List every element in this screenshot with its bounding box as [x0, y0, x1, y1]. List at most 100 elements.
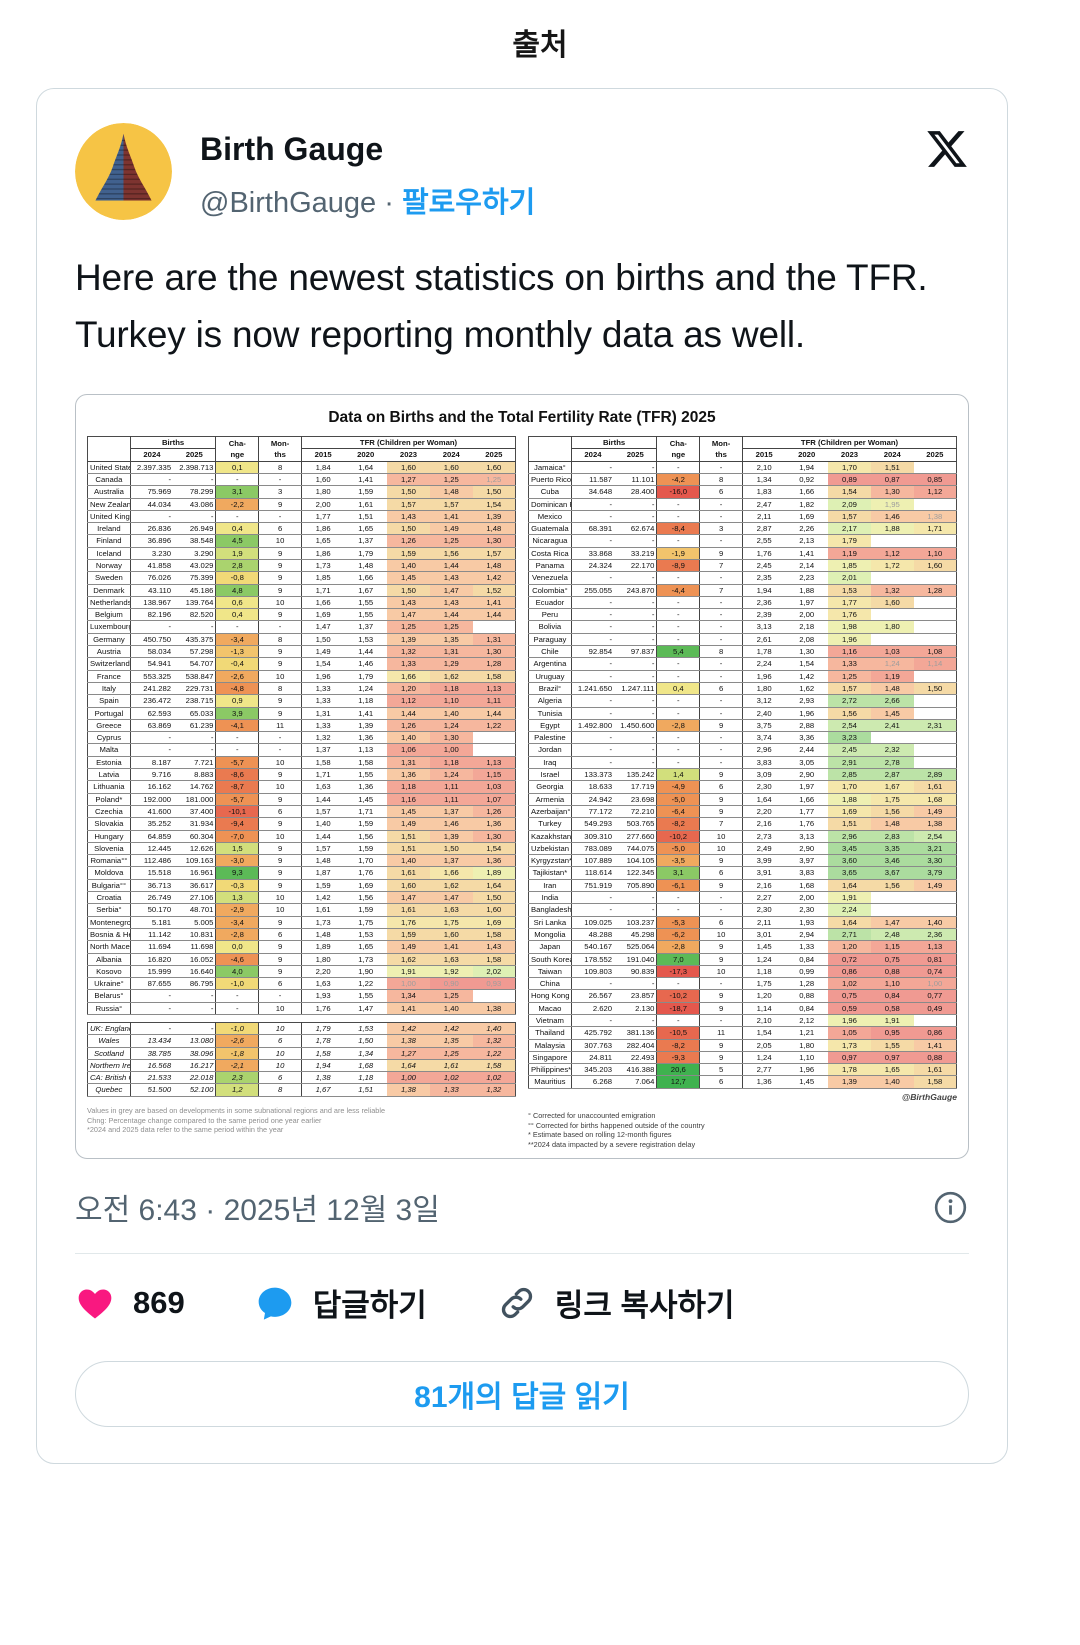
table-row: Armenia 24.942 23.698 -5,0 9 1,64 1,66 1,88 1,75…: [528, 793, 957, 806]
table-row: Germany 450.750 435.375 -3,4 8 1,50 1,53 1,39 1,…: [87, 633, 516, 647]
table-row: Australia 75.969 78.299 3,1 3 1,80 1,59 1,50 1,4…: [87, 485, 516, 499]
table-row: Bulgaria°° 36.713 36.617 -0,3 9 1,59 1,69 1,60 1…: [87, 879, 516, 893]
table-row: Poland* 192.000 181.000 -5,7 9 1,44 1,45 1,16 1,…: [87, 793, 516, 806]
table-title: Data on Births and the Total Fertility R…: [328, 409, 716, 427]
table-row: Israel 133.373 135.242 1,4 9 3,09 2,90 2,85 2,87…: [528, 768, 957, 782]
population-pyramid-logo: [75, 123, 172, 220]
table-row: Latvia 9.716 8.883 -8,6 9 1,71 1,55 1,36 1,24 1,1…: [87, 768, 516, 782]
table-row: South Korea 178.552 191.040 7,0 9 1,24 0,84 0,7…: [528, 953, 957, 966]
table-left-main: Births Cha-nge Mon-ths TFR (Children per Wo…: [87, 436, 516, 1015]
reply-button[interactable]: 답글하기: [255, 1280, 427, 1325]
follow-button[interactable]: 팔로우하기: [401, 186, 536, 219]
table-row: Sri Lanka 109.025 103.237 -5,3 6 2,11 1,93 1,64…: [528, 916, 957, 929]
table-row: Slovenia 12.445 12.626 1,5 9 1,57 1,59 1,51 1,50…: [87, 842, 516, 856]
table-row: Luxembourg - - - -1,47 1,37 1,25 1,25: [87, 620, 516, 634]
reply-label: 답글하기: [312, 1288, 427, 1324]
table-row: Scotland 38.785 38.096 -1,8 10 1,58 1,34 1,27 1,…: [87, 1047, 516, 1060]
table-row: Taiwan 109.803 90.839 -17,3 10 1,18 0,99 0,86 0,…: [528, 965, 957, 979]
engagement-row: 869 답글하기 링크 복사하기: [75, 1280, 969, 1325]
table-row: Peru - - - -2,39 2,00 1,76: [528, 608, 957, 622]
table-row: Japan 540.167 525.064 -2,8 9 1,45 1,33 1,20 1,15…: [528, 940, 957, 954]
table-row: Brazil° 1.241.650 1.247.111 0,4 6 1,80 1,62 1,5…: [528, 682, 957, 696]
dot-separator: ·: [384, 186, 394, 219]
table-row: Malta - - - -1,37 1,13 1,06 1,00: [87, 743, 516, 757]
table-row: Algeria - - - -3,12 2,93 2,72 2,66: [528, 694, 957, 708]
left-table-column: Births Cha-nge Mon-ths TFR (Children per Wo…: [87, 436, 516, 1150]
table-row: Paraguay - - - -2,61 2,08 1,96: [528, 633, 957, 647]
table-row: Tajikistan* 118.614 122.345 3,1 6 3,91 3,83 3,6…: [528, 866, 957, 880]
timestamp[interactable]: 오전 6:43 · 2025년 12월 3일: [75, 1194, 440, 1228]
like-button[interactable]: 869: [75, 1283, 185, 1323]
table-row: Finland 36.896 38.548 4,5 10 1,65 1,37 1,26 1,25…: [87, 534, 516, 548]
tweet-card: Birth Gauge @BirthGauge · 팔로우하기 Here are…: [36, 88, 1008, 1465]
copy-link-label: 링크 복사하기: [554, 1288, 735, 1324]
table-row: France 553.325 538.847 -2,6 10 1,96 1,79 1,66 1,…: [87, 670, 516, 683]
table-row: Greece 63.869 61.239 -4,1 11 1,33 1,39 1,26 1,24…: [87, 719, 516, 733]
embedded-table-image[interactable]: Data on Births and the Total Fertility R…: [75, 394, 969, 1160]
table-row: Bangladesh - - - -2,30 2,30 2,24: [528, 903, 957, 917]
divider: [75, 1253, 969, 1255]
footnote-line: ° Corrected for unaccounted emigration: [528, 1110, 656, 1120]
author-name[interactable]: Birth Gauge: [200, 131, 384, 167]
footnote-line: Values in grey are based on developments…: [87, 1105, 386, 1115]
table-row: Colombia° 255.055 243.870 -4,4 7 1,94 1,88 1,53…: [528, 584, 957, 597]
table-header-years: 2024 2025 2015 2020 2023 2024 2025: [529, 448, 957, 462]
heart-icon: [78, 1289, 112, 1319]
table-row: Russia° - - -10 1,76 1,47 1,41 1,40 1,38: [87, 1002, 516, 1015]
table-row: Northern Ireland16.56816.217-2,1101,941,…: [87, 1059, 516, 1073]
table-row: Kosovo 15.999 16.640 4,0 9 2,20 1,90 1,91 1,92 2,…: [87, 965, 516, 979]
table-row: Argentina - - - -2,24 1,54 1,33 1,24 1,14: [528, 657, 957, 671]
table-row: Iraq - - - -3,83 3,05 2,91 2,78: [528, 756, 957, 770]
table-row: Quebec 51.500 52.100 1,2 8 1,67 1,51 1,38 1,33 1,…: [87, 1083, 516, 1097]
table-row: Tunisia - - - -2,40 1,96 1,56 1,45: [528, 707, 957, 720]
author-block: Birth Gauge @BirthGauge · 팔로우하기: [200, 123, 925, 221]
table-row: Mexico - - - -2,11 1,69 1,57 1,46 1,38: [528, 510, 957, 524]
table-row: Romania°° 112.486 109.163 -3,0 9 1,48 1,70 1,40…: [87, 854, 516, 868]
table-right-main: Births Cha-nge Mon-ths TFR (Children per Wo…: [528, 436, 957, 1089]
avatar[interactable]: [75, 123, 172, 220]
table-left-subnational: UK: England°---1,0101,791,531,421,421,40…: [87, 1021, 516, 1097]
footnote-line: °° Corrected for births happened outside…: [528, 1120, 705, 1130]
table-row: Hong Kong 26.567 23.857 -10,2 9 1,20 0,88 0,75 0…: [528, 989, 957, 1003]
table-row: United States2.397.3352.398.7130,181,841…: [87, 461, 516, 474]
right-table-column: Births Cha-nge Mon-ths TFR (Children per Wo…: [528, 436, 957, 1150]
table-row: Denmark 43.110 45.186 4,8 9 1,71 1,67 1,50 1,47 1…: [87, 584, 516, 597]
table-row: Cuba 34.648 28.400 -16,0 6 1,83 1,66 1,54 1,30 1,…: [528, 485, 957, 499]
author-handle[interactable]: @BirthGauge: [200, 186, 377, 219]
table-row: Kyrgyzstan* 107.889 104.105 -3,5 9 3,99 3,97 3,…: [528, 854, 957, 868]
like-count: 869: [133, 1284, 185, 1320]
read-replies-button[interactable]: 81개의 답글 읽기: [75, 1361, 969, 1428]
table-row: Sweden 76.026 75.399 -0,8 9 1,85 1,66 1,45 1,43 1…: [87, 571, 516, 585]
tweet-text: Here are the newest statistics on births…: [75, 256, 928, 356]
speech-bubble-icon: [258, 1287, 292, 1320]
tables-wrap: Births Cha-nge Mon-ths TFR (Children per Wo…: [87, 436, 957, 1150]
table-row: Thailand 425.792 381.136 -10,5 11 1,54 1,21 1,0…: [528, 1026, 957, 1040]
table-row: North Macedonia11.69411.6980,091,891,651…: [87, 940, 516, 954]
table-row: Uruguay - - - -1,96 1,42 1,25 1,19: [528, 670, 957, 683]
table-row: Bolivia - - - -3,13 2,18 1,98 1,80: [528, 620, 957, 634]
table-row: Georgia 18.633 17.719 -4,9 6 2,30 1,97 1,70 1,67…: [528, 780, 957, 794]
x-logo-icon[interactable]: [925, 127, 969, 171]
table-row: Portugal 62.593 65.033 3,9 9 1,31 1,41 1,44 1,40…: [87, 707, 516, 720]
table-row: Azerbaijan° 77.172 72.210 -6,4 9 2,20 1,77 1,69…: [528, 805, 957, 819]
copy-link-button[interactable]: 링크 복사하기: [497, 1280, 735, 1325]
watermark: @BirthGauge: [901, 1091, 957, 1102]
table-row: India - - - -2,27 2,00 1,91: [528, 891, 957, 905]
table-row: Mongolia 48.288 45.298 -6,2 10 3,01 2,94 2,71 2,…: [528, 928, 957, 942]
tweet-header: Birth Gauge @BirthGauge · 팔로우하기: [75, 123, 969, 221]
table-row: Costa Rica 33.868 33.219 -1,9 9 1,76 1,41 1,19 1…: [528, 547, 957, 561]
table-row: Moldova 15.518 16.961 9,3 9 1,87 1,76 1,61 1,66 1…: [87, 866, 516, 880]
table-row: Kazakhstan 309.310 277.660 -10,2 10 2,73 3,13 2…: [528, 830, 957, 843]
footnote-line: **2024 data impacted by a severe registr…: [528, 1140, 696, 1150]
table-row: Ecuador - - - -2,36 1,97 1,77 1,60: [528, 596, 957, 610]
table-row: Iran 751.919 705.890 -6,1 9 2,16 1,68 1,64 1,56 1…: [528, 879, 957, 893]
table-row: Cyprus - - - -1,32 1,36 1,40 1,30: [87, 731, 516, 745]
timestamp-row: 오전 6:43 · 2025년 12월 3일: [75, 1185, 969, 1229]
table-row: Guatemala 68.391 62.674 -8,4 3 2,87 2,26 2,17 1,…: [528, 522, 957, 536]
footnotes-right: ° Corrected for unaccounted emigration °°…: [528, 1111, 957, 1150]
info-icon[interactable]: [932, 1189, 969, 1226]
table-row: Nicaragua - - - -2,55 2,13 1,79: [528, 534, 957, 548]
table-row: Belarus° - - - -1,93 1,55 1,34 1,25: [87, 989, 516, 1003]
table-header-years: 2024 2025 2015 2020 2023 2024 2025: [88, 448, 516, 462]
